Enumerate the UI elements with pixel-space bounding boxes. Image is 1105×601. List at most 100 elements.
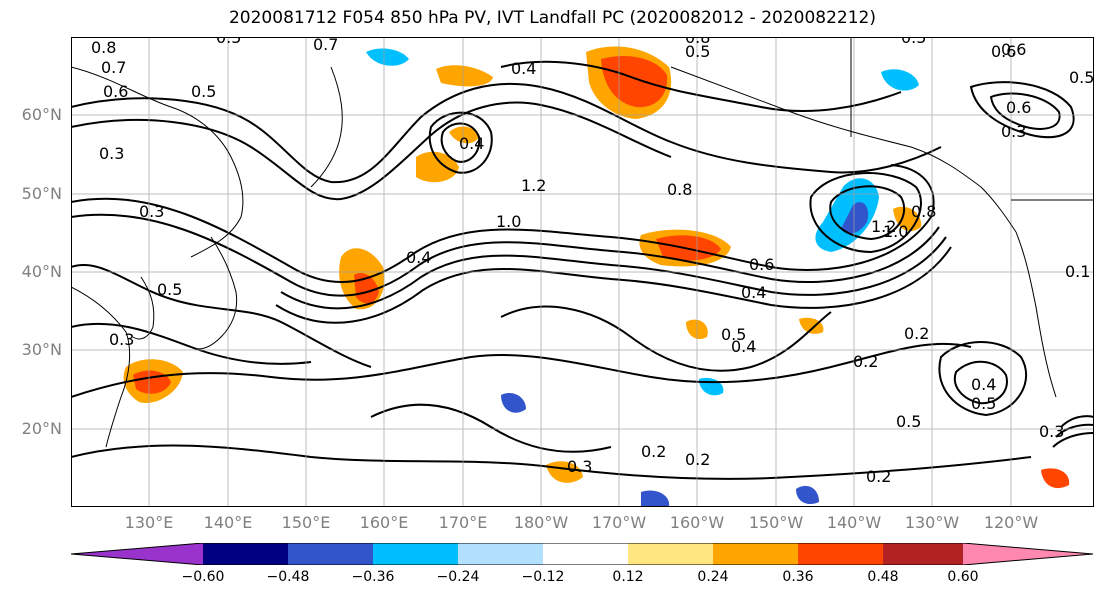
lon-label: 160°E xyxy=(359,513,409,532)
contour-label: 0.6 xyxy=(991,42,1016,61)
contour-label: 0.5 xyxy=(1069,68,1094,87)
contour-label: 0.5 xyxy=(896,412,921,431)
contour-ne-loop xyxy=(969,81,1075,139)
coast-kamchatka xyxy=(310,66,343,188)
coast-asia-ne xyxy=(71,66,244,258)
contour-label: 0.4 xyxy=(511,59,536,78)
colorbar-tick-label: −0.12 xyxy=(521,569,565,585)
lon-label: 150°W xyxy=(748,513,804,532)
map-title: 2020081712 F054 850 hPa PV, IVT Landfall… xyxy=(228,8,876,28)
colorbar-segment xyxy=(713,543,798,565)
contour-label: 0.2 xyxy=(853,352,878,371)
contour-subtropical-1 xyxy=(71,342,972,398)
lon-label: 160°W xyxy=(669,513,725,532)
contour-jet-4 xyxy=(275,246,952,324)
colorbar-tick-label: 0.12 xyxy=(612,569,644,585)
contour-south-wiggle xyxy=(370,403,612,453)
lat-label: 30°N xyxy=(21,340,62,359)
contour-label: 0.6 xyxy=(1006,98,1031,117)
shade-orange-kamchatka-upper xyxy=(449,126,479,144)
coast-korea xyxy=(132,276,155,340)
contour-ne-loop-2 xyxy=(989,92,1061,130)
colorbar-tick-label: −0.36 xyxy=(351,569,395,585)
contour-west-1 xyxy=(71,264,372,368)
shade-blue-south4 xyxy=(641,490,670,507)
colorbar-segment xyxy=(798,543,883,565)
contour-jet-1 xyxy=(71,164,935,283)
coast-bc-wa xyxy=(1015,231,1057,398)
shade-orange-east2 xyxy=(799,317,824,334)
contour-label: 0.8 xyxy=(91,38,116,57)
contour-label: 0.5 xyxy=(191,82,216,101)
contour-label: 0.8 xyxy=(667,180,692,199)
coast-japan xyxy=(190,236,238,350)
colorbar-tick-label: 0.24 xyxy=(697,569,729,585)
colorbar-tick-label: −0.24 xyxy=(436,569,480,585)
contour-label: 0.5 xyxy=(685,42,710,61)
lon-label: 130°E xyxy=(124,513,174,532)
contour-label: 0.3 xyxy=(99,144,124,163)
contour-north-ridge xyxy=(500,60,902,112)
contour-label: 0.6 xyxy=(103,82,128,101)
contour-loop-gulf-2 xyxy=(829,185,906,241)
contour-label: 1.0 xyxy=(883,222,908,241)
contour-north-wave-2 xyxy=(71,101,672,201)
lon-label: 150°E xyxy=(281,513,331,532)
contour-label: 0.7 xyxy=(313,37,338,54)
contour-label: 0.2 xyxy=(904,324,929,343)
colorbar xyxy=(71,543,1094,565)
graticule xyxy=(71,37,1094,507)
contour-label: 0.7 xyxy=(101,58,126,77)
contour-label: 0.6 xyxy=(1001,40,1026,59)
colorbar-segment xyxy=(288,543,373,565)
lon-label: 120°W xyxy=(983,513,1039,532)
colorbar-tick-label: −0.48 xyxy=(266,569,310,585)
shade-red-bering xyxy=(601,55,668,108)
shade-orange-east xyxy=(1041,468,1070,489)
contour-west-2 xyxy=(71,322,312,365)
lon-label: 140°W xyxy=(826,513,882,532)
colorbar-segment xyxy=(203,543,288,565)
colorbar-segment xyxy=(543,543,628,565)
colorbar-tick-label: −0.60 xyxy=(181,569,225,585)
contour-label: 0.4 xyxy=(459,134,484,153)
contour-mid-south xyxy=(500,305,832,372)
contour-label: 0.3 xyxy=(139,202,164,221)
lat-label: 40°N xyxy=(21,262,62,281)
map-panel: 0.5 0.7 0.8 0.7 0.6 0.5 0.4 0.5 0.8 0.5 … xyxy=(71,37,1094,507)
contour-label: 0.4 xyxy=(406,248,431,267)
contour-north-wave xyxy=(71,82,942,184)
lon-label: 170°W xyxy=(591,513,647,532)
contour-label: 0.2 xyxy=(685,450,710,469)
colorbar-outline xyxy=(71,543,1094,565)
lat-label: 20°N xyxy=(21,419,62,438)
contour-jet-2 xyxy=(71,213,940,297)
contour-label: 0.2 xyxy=(866,467,891,486)
colorbar-segment xyxy=(458,543,543,565)
contour-label: 0.5 xyxy=(901,37,926,47)
contour-label: 1.0 xyxy=(496,212,521,231)
contour-label: 0.4 xyxy=(741,283,766,302)
colorbar-segment xyxy=(628,543,713,565)
contour-label: 0.6 xyxy=(749,255,774,274)
shade-blue-northeast xyxy=(881,69,919,91)
contour-label: 0.5 xyxy=(157,280,182,299)
contour-label: 1.2 xyxy=(871,217,896,236)
colorbar-under-arrow xyxy=(71,543,203,565)
contour-label: 0.8 xyxy=(685,37,710,47)
lat-label: 50°N xyxy=(21,184,62,203)
contour-label: 0.8 xyxy=(911,202,936,221)
colorbar-segment xyxy=(373,543,458,565)
contour-label: 0.3 xyxy=(567,457,592,476)
contour-label-layer: 0.5 0.7 0.8 0.7 0.6 0.5 0.4 0.5 0.8 0.5 … xyxy=(91,37,1094,486)
contour-subtropical-2 xyxy=(71,444,1032,480)
colorbar-tick-label: 0.60 xyxy=(947,569,979,585)
shade-darkblue-gulf xyxy=(841,202,869,234)
contour-loop-aleutian xyxy=(428,111,493,174)
lat-label: 60°N xyxy=(21,105,62,124)
shade-blue-south3 xyxy=(796,485,819,505)
lon-label: 140°E xyxy=(203,513,253,532)
contour-label: 0.3 xyxy=(109,330,134,349)
coast-china xyxy=(71,286,131,448)
contour-label: 0.3 xyxy=(1001,122,1026,141)
